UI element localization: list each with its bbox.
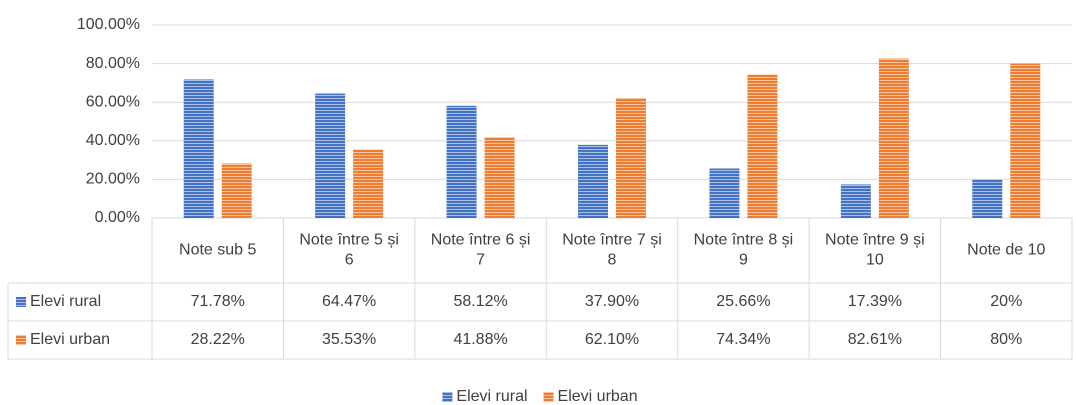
- bar: [183, 79, 214, 218]
- bar: [840, 184, 871, 218]
- bar: [221, 163, 252, 218]
- cell-value: 41.88%: [453, 331, 507, 348]
- y-tick-label: 100.00%: [77, 16, 140, 33]
- legend-key: [16, 297, 26, 307]
- cell-value: 25.66%: [716, 293, 770, 310]
- y-tick-label: 0.00%: [95, 209, 140, 226]
- y-tick-label: 40.00%: [86, 132, 140, 149]
- y-tick-label: 60.00%: [86, 93, 140, 110]
- cell-value: 62.10%: [585, 331, 639, 348]
- bar: [1010, 63, 1041, 218]
- legend-label: Elevi rural: [456, 388, 527, 405]
- legend-key: [16, 335, 26, 345]
- category-label: Note de 10: [967, 242, 1045, 259]
- bar: [446, 105, 477, 218]
- cell-value: 80%: [990, 331, 1022, 348]
- cell-value: 64.47%: [322, 293, 376, 310]
- bar: [747, 74, 778, 218]
- y-tick-label: 20.00%: [86, 171, 140, 188]
- bar: [484, 137, 515, 218]
- bar: [972, 179, 1003, 218]
- bar: [578, 144, 608, 218]
- category-label: Note între 5 și 6: [299, 232, 399, 269]
- category-label: Note între 8 și 9: [694, 232, 794, 269]
- legend-key: [442, 392, 453, 402]
- bar: [616, 98, 646, 218]
- bar: [315, 93, 346, 218]
- cell-value: 17.39%: [848, 293, 902, 310]
- cell-value: 71.78%: [191, 293, 245, 310]
- cell-value: 28.22%: [191, 331, 245, 348]
- cell-value: 35.53%: [322, 331, 376, 348]
- legend-label: Elevi urban: [558, 388, 638, 405]
- row-label: Elevi rural: [30, 293, 101, 310]
- cell-value: 74.34%: [716, 331, 770, 348]
- legend-key: [543, 392, 554, 402]
- category-label: Note între 7 și 8: [562, 232, 662, 269]
- category-label: Note între 6 și 7: [431, 232, 531, 269]
- y-tick-label: 80.00%: [86, 55, 140, 72]
- cell-value: 37.90%: [585, 293, 639, 310]
- bar: [353, 149, 384, 218]
- category-label: Note sub 5: [179, 242, 256, 259]
- row-label: Elevi urban: [30, 331, 110, 348]
- cell-value: 58.12%: [453, 293, 507, 310]
- bar: [878, 58, 909, 218]
- category-label: Note între 9 și 10: [825, 232, 925, 269]
- cell-value: 82.61%: [848, 331, 902, 348]
- cell-value: 20%: [990, 293, 1022, 310]
- bar: [709, 168, 740, 218]
